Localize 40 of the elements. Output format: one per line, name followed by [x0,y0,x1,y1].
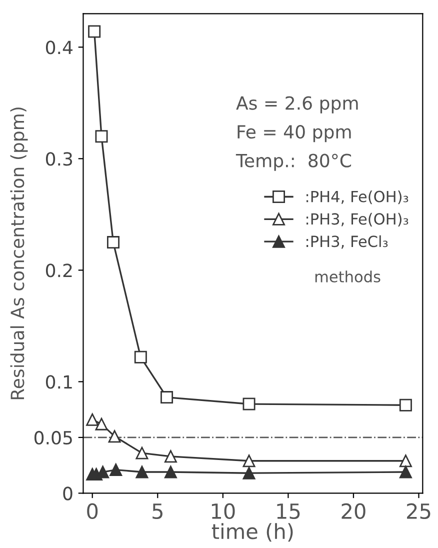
x-tick-label: 15 [277,504,300,520]
point [88,25,101,38]
point [110,464,122,476]
annotation: Temp.: 80°C [236,154,352,171]
x-tick-label: 20 [342,503,366,520]
point [134,350,147,364]
x-tick-label: 10 [212,503,235,520]
point [108,430,121,443]
point [399,398,412,412]
x-tick-label: 25 [407,503,430,520]
point [164,466,177,478]
point [95,130,108,143]
annotation: Fe = 40 ppm [238,124,351,142]
x-axis-title: time (h) [212,523,293,542]
x-tick-label: 0 [87,503,98,520]
point [107,236,120,249]
legend-label: :PH3, FeCl₃ [306,235,388,249]
point [399,454,412,468]
y-tick-label: 0 [63,486,72,500]
point [95,418,108,430]
point [164,450,177,463]
point [242,398,256,410]
legend-label: :PH3, Fe(OH)₃ [306,212,408,227]
y-tick-label: 0.1 [46,375,72,389]
y-axis-title: Residual As concentration (ppm) [10,108,28,400]
annotation: methods [315,270,380,282]
y-tick-label: 0.3 [46,152,72,166]
point [242,466,256,480]
point [136,446,148,460]
legend-label: :PH4, Fe(OH)₃ [306,190,408,204]
point [136,466,148,478]
point [160,391,174,404]
point [399,466,412,478]
annotation: As = 2.6 ppm [236,96,358,114]
y-tick-label: 0.4 [46,40,72,54]
point [86,413,99,426]
y-tick-label: 0.2 [46,264,72,278]
y-tick-label: 0.05 [34,430,72,445]
point [242,454,256,468]
x-tick-label: 5 [152,504,162,520]
